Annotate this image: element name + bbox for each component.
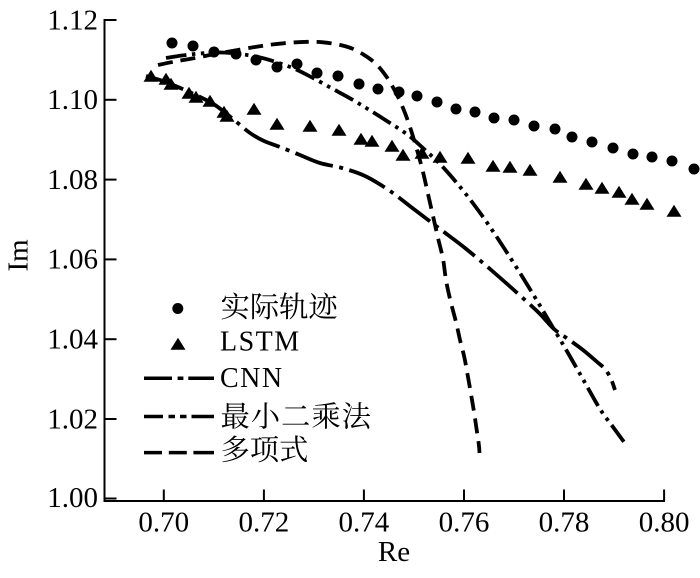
svg-text:0.74: 0.74 — [339, 507, 390, 539]
svg-text:1.04: 1.04 — [47, 324, 98, 356]
svg-text:CNN: CNN — [220, 363, 284, 394]
svg-text:0.78: 0.78 — [539, 507, 590, 539]
svg-text:Im: Im — [3, 239, 35, 272]
svg-text:1.10: 1.10 — [47, 84, 98, 116]
svg-text:0.80: 0.80 — [639, 507, 690, 539]
svg-text:0.70: 0.70 — [138, 507, 189, 539]
svg-text:0.76: 0.76 — [439, 507, 490, 539]
svg-text:1.06: 1.06 — [47, 244, 98, 276]
svg-text:1.08: 1.08 — [47, 164, 98, 196]
svg-text:LSTM: LSTM — [220, 326, 301, 357]
svg-text:1.02: 1.02 — [47, 403, 98, 435]
svg-text:Re: Re — [378, 536, 410, 568]
svg-text:0.72: 0.72 — [239, 507, 290, 539]
svg-text:1.12: 1.12 — [47, 4, 98, 36]
svg-text:1.00: 1.00 — [47, 482, 98, 514]
